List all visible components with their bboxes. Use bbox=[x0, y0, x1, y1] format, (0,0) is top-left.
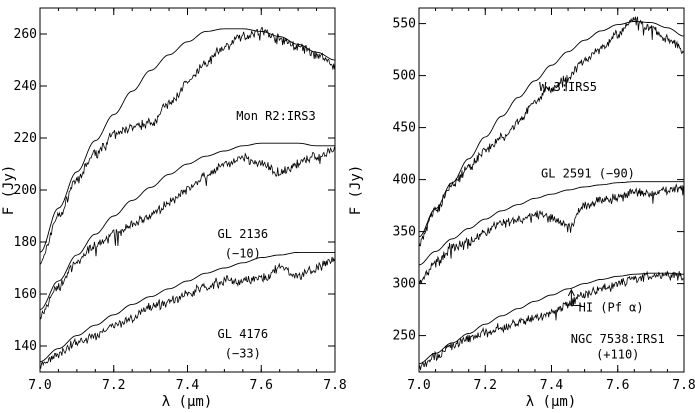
x-tick-label: 7.4 bbox=[176, 378, 200, 393]
x-tick-label: 7.6 bbox=[250, 378, 273, 393]
x-tick-label: 7.2 bbox=[474, 378, 497, 393]
y-tick-label: 350 bbox=[393, 225, 416, 240]
model-curve-left-5 bbox=[40, 251, 335, 363]
observed-spectrum-left-2 bbox=[40, 146, 335, 320]
series-annotation: GL 4176 bbox=[218, 327, 269, 341]
series-annotation: (+110) bbox=[596, 347, 639, 361]
series-annotation: GL 2136 bbox=[218, 227, 269, 241]
series-annotation: NGC 7538:IRS1 bbox=[571, 332, 665, 346]
plot-frame-right bbox=[418, 7, 685, 373]
series-annotation: (−10) bbox=[225, 247, 261, 261]
x-tick-label: 7.8 bbox=[672, 378, 695, 393]
y-tick-label: 200 bbox=[14, 183, 37, 198]
model-curve-right-1 bbox=[419, 21, 684, 238]
y-tick-label: 300 bbox=[393, 277, 416, 292]
series-annotation: HI (Pf α) bbox=[579, 301, 644, 315]
model-curve-left-1 bbox=[40, 28, 335, 253]
x-tick-label: 7.6 bbox=[606, 378, 629, 393]
y-tick-label: 450 bbox=[393, 121, 416, 136]
y-tick-label: 220 bbox=[14, 131, 37, 146]
series-annotation: GL 2591 (−90) bbox=[541, 167, 635, 181]
x-axis-label: λ (μm) bbox=[526, 394, 577, 410]
plot-frame-left bbox=[39, 7, 336, 373]
x-tick-label: 7.8 bbox=[323, 378, 346, 393]
model-curve-left-3 bbox=[40, 142, 335, 311]
y-tick-label: 400 bbox=[393, 173, 416, 188]
y-axis-label: F (Jy) bbox=[1, 165, 17, 216]
series-annotation: (−33) bbox=[225, 347, 261, 361]
y-tick-label: 180 bbox=[14, 235, 37, 250]
series-annotation: W 3:IRS5 bbox=[539, 80, 597, 94]
y-tick-label: 160 bbox=[14, 287, 37, 302]
x-axis-label: λ (μm) bbox=[162, 394, 213, 410]
arrow-head bbox=[567, 288, 575, 297]
observed-spectrum-left-0 bbox=[40, 27, 335, 265]
x-tick-label: 7.0 bbox=[407, 378, 430, 393]
x-tick-label: 7.4 bbox=[540, 378, 564, 393]
y-tick-label: 500 bbox=[393, 69, 416, 84]
observed-spectrum-right-0 bbox=[419, 16, 684, 247]
y-axis-label: F (Jy) bbox=[348, 165, 364, 216]
y-tick-label: 240 bbox=[14, 79, 37, 94]
series-annotation: Mon R2:IRS3 bbox=[236, 109, 315, 123]
observed-spectrum-right-2 bbox=[419, 183, 684, 284]
y-tick-label: 550 bbox=[393, 17, 416, 32]
observed-spectrum-right-4 bbox=[419, 270, 684, 371]
observed-spectrum-left-4 bbox=[40, 256, 335, 370]
y-tick-label: 250 bbox=[393, 329, 416, 344]
model-curve-right-5 bbox=[419, 272, 684, 365]
model-curve-right-3 bbox=[419, 181, 684, 266]
y-tick-label: 260 bbox=[14, 27, 37, 42]
y-tick-label: 140 bbox=[14, 339, 37, 354]
x-tick-label: 7.2 bbox=[102, 378, 125, 393]
x-tick-label: 7.0 bbox=[28, 378, 51, 393]
